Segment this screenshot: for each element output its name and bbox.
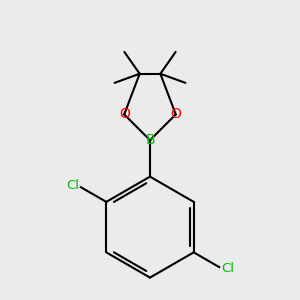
Text: O: O <box>170 107 181 122</box>
Text: O: O <box>119 107 130 122</box>
Text: B: B <box>145 133 155 147</box>
Text: Cl: Cl <box>66 179 79 192</box>
Text: Cl: Cl <box>221 262 234 275</box>
